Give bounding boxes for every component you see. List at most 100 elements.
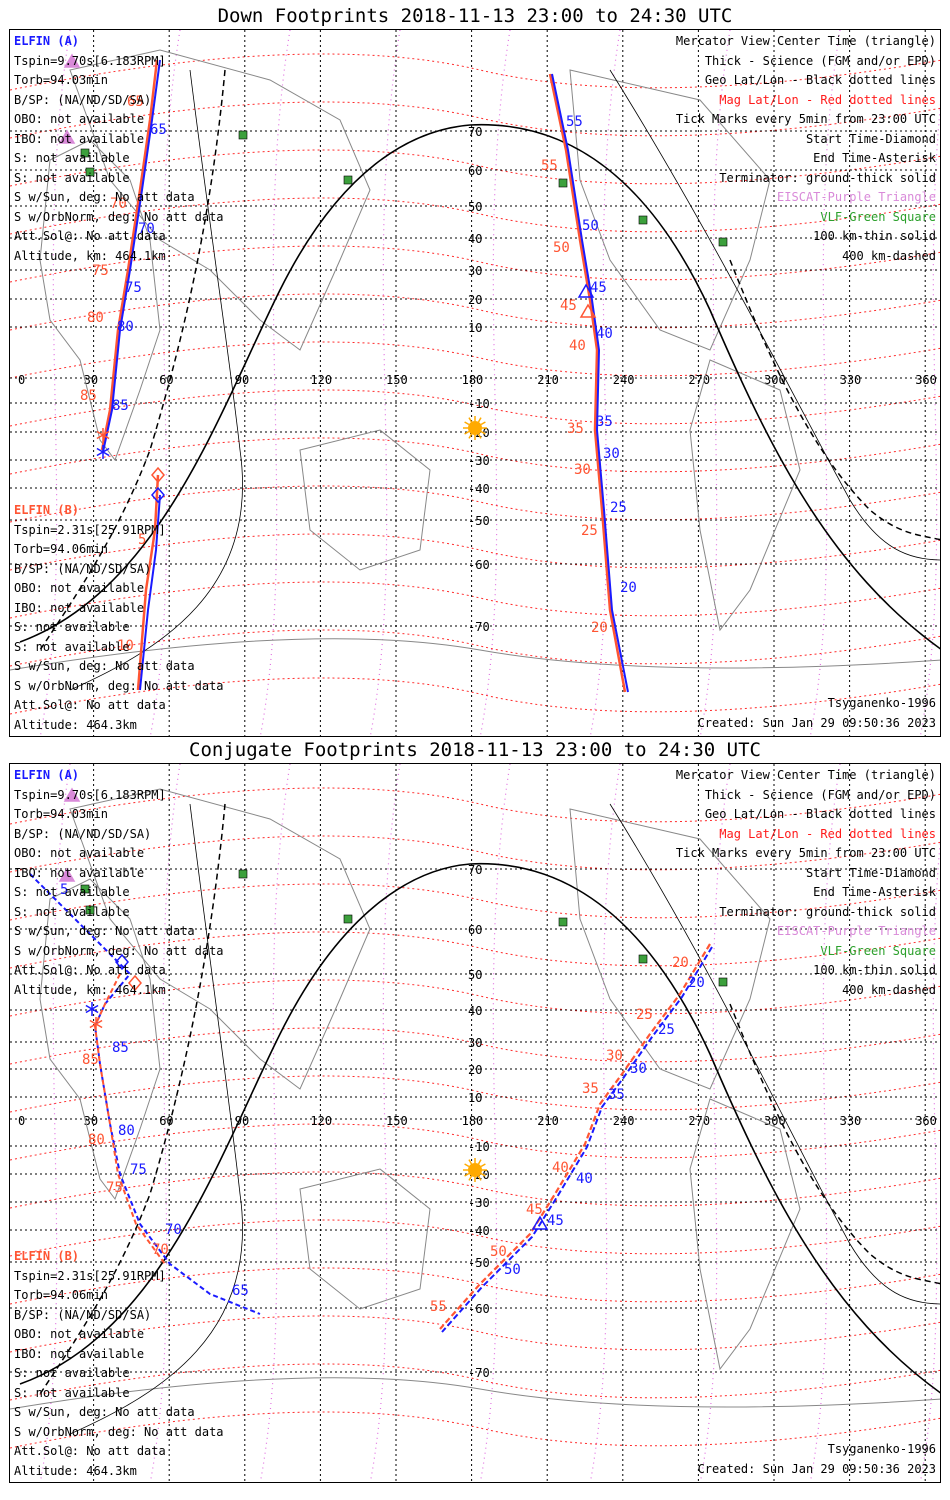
track-time-label: 45 (526, 1202, 543, 1218)
info-line: S: not available (14, 1366, 130, 1380)
lon-tick-label: 150 (386, 1114, 408, 1128)
track-time-label: 40 (569, 338, 586, 354)
legend: Mercator View Center Time (triangle) Thi… (676, 32, 936, 266)
info-line: B/SP: (NA/ND/SD/SA) (14, 561, 152, 576)
end-asterisk-icon (85, 1004, 99, 1014)
track-c-blue (551, 73, 629, 693)
mag-meridian (259, 764, 291, 1482)
legend-terminator: Terminator: ground-thick solid (719, 170, 936, 185)
track-time-label: 45 (547, 1213, 564, 1229)
info-line: Altitude, km: 464.1km (14, 248, 166, 263)
start-diamond-icon (151, 486, 165, 504)
lat-tick-label: 50 (468, 200, 482, 214)
sun-ray (480, 421, 486, 426)
info-line: S w/OrbNorm, deg: No att data (14, 943, 224, 958)
start-diamond-icon (115, 953, 129, 971)
lat-tick-label: 70 (468, 863, 482, 877)
info-line: IBO: not available (14, 865, 145, 880)
legend-400km: 400 km-dashed (842, 248, 936, 263)
lat-tick-label: 20 (468, 293, 482, 307)
lat-tick-label: 30 (468, 1036, 482, 1050)
info-line: S w/Sun, deg: No att data (14, 924, 195, 938)
info-line: B/SP: (NA/ND/SD/SA) (14, 92, 152, 107)
elfin-a-info: ELFIN (A) Tspin=9.70s[6.183RPM] Torb=94.… (14, 766, 224, 1000)
info-line: OBO: not available (14, 581, 145, 595)
track-time-label: 20 (620, 580, 637, 596)
info-line: Tspin=9.70s[6.183RPM] (14, 53, 166, 68)
vlf-square-icon (638, 215, 648, 225)
info-line: S w/OrbNorm, deg: No att data (14, 1424, 224, 1439)
track-time-label: 55 (541, 158, 558, 174)
info-line: S w/Sun, deg: No att data (14, 659, 195, 673)
lat-tick-label: 70 (468, 125, 482, 139)
lat-tick-label: 40 (468, 232, 482, 246)
terminator-400km (39, 803, 226, 1395)
track-time-label: 75 (92, 263, 109, 279)
track-time-label: 25 (636, 1007, 653, 1023)
lat-tick-label: 20 (468, 1063, 482, 1077)
elfin-b-info: ELFIN (B) Tspin=2.31s[25.91RPM] Torb=94.… (14, 1247, 224, 1481)
track-a-conj-red (93, 973, 166, 1265)
info-line: S: not available (14, 620, 130, 634)
lon-tick-label: 30 (84, 373, 98, 387)
sun-ray (468, 1175, 473, 1181)
lon-tick-label: 240 (613, 1114, 635, 1128)
info-line: S: not available (14, 1385, 130, 1400)
track-time-label: 80 (117, 319, 134, 335)
start-diamond-icon (128, 974, 142, 992)
terminator-ground (19, 123, 940, 650)
track-time-label: 30 (603, 446, 620, 462)
legend: Mercator View Center Time (triangle) Thi… (676, 766, 936, 1000)
end-asterisk-icon (96, 447, 110, 457)
track-time-label: 85 (80, 388, 97, 404)
lat-tick-label: -40 (468, 1224, 490, 1238)
lon-tick-label: 150 (386, 373, 408, 387)
terminator-100km (69, 803, 940, 1435)
track-time-label: 5 (60, 882, 68, 898)
info-line: OBO: not available (14, 112, 145, 126)
track-c-conj-blue (441, 946, 713, 1333)
track-time-label: 25 (658, 1022, 675, 1038)
terminator-ground (19, 862, 940, 1394)
lon-tick-label: 330 (840, 373, 862, 387)
legend-geo: Geo Lat/Lon - Black dotted lines (704, 73, 936, 87)
lat-tick-label: -10 (468, 397, 490, 411)
elfin-b-info: ELFIN (B) Tspin=2.31s[25.91RPM] Torb=94.… (14, 501, 224, 735)
legend-mag: Mag Lat/Lon - Red dotted lines (719, 92, 936, 107)
sun-ray (477, 1175, 482, 1181)
lon-tick-label: 360 (915, 1114, 937, 1128)
conjugate-footprints-map: 0 30 60 90 120 150 180 210 240 270 300 330 360706050… (10, 764, 940, 1482)
triangle-icon (577, 283, 595, 298)
lon-tick-label: 300 (764, 373, 786, 387)
lon-tick-label: 60 (159, 1114, 173, 1128)
info-line: Altitude, km: 464.1km (14, 982, 166, 997)
lat-tick-label: 30 (468, 264, 482, 278)
track-time-label: 70 (110, 196, 127, 212)
lat-tick-label: 10 (468, 321, 482, 335)
legend-400km: 400 km-dashed (842, 982, 936, 997)
info-line: S: not available (14, 639, 130, 654)
lon-tick-label: 0 (18, 1114, 25, 1128)
track-time-label: 75 (130, 1162, 147, 1178)
track-time-label: 35 (567, 421, 584, 437)
sun-ray (464, 1163, 470, 1168)
vlf-square-icon (718, 977, 728, 987)
info-line: Altitude: 464.3km (14, 717, 137, 732)
track-time-label: 35 (596, 414, 613, 430)
lat-tick-label: -50 (468, 1256, 490, 1270)
vlf-square-icon (343, 175, 353, 185)
track-time-label: 80 (87, 310, 104, 326)
track-c-conj-red (439, 943, 711, 1330)
sun-ray (477, 433, 482, 439)
vlf-square-icon (238, 869, 248, 879)
info-line: Att.Sol@: No att data (14, 963, 166, 977)
track-time-label: 70 (165, 1222, 182, 1238)
terminator-400km (729, 1003, 940, 1285)
track-time-label: 65 (232, 1283, 249, 1299)
lon-tick-label: 90 (235, 1114, 249, 1128)
lat-tick-label: 40 (468, 1004, 482, 1018)
triangle-icon (579, 303, 597, 318)
info-line: IBO: not available (14, 1346, 145, 1361)
conjugate-footprints-panel: 0 30 60 90 120 150 180 210 240 270 300 330 360 70 60 50… (9, 763, 941, 1483)
track-a-blue (102, 59, 161, 453)
